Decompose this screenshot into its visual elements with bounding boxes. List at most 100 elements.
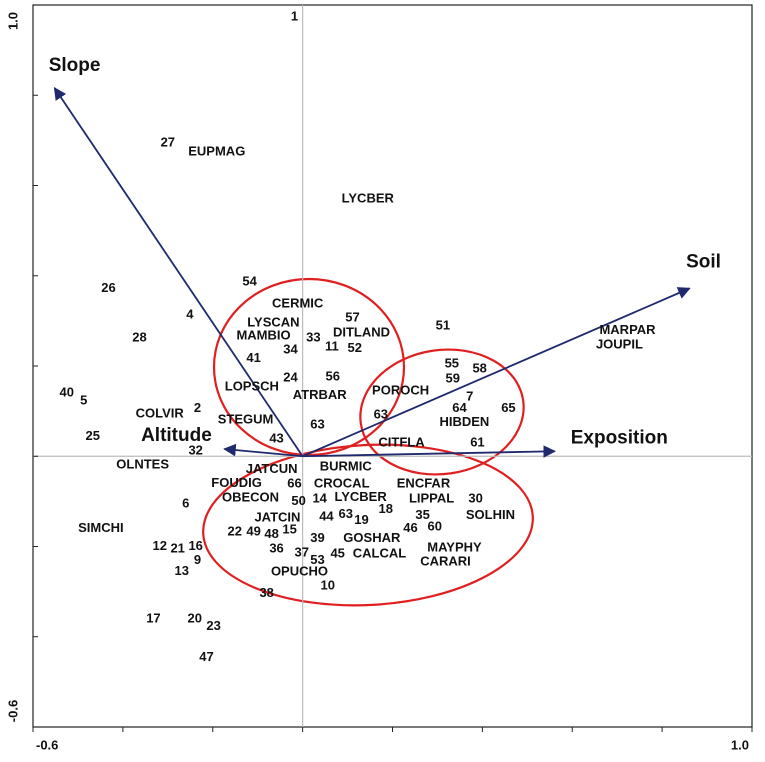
point-label: 60	[428, 519, 442, 534]
point-label: 2	[194, 400, 201, 415]
point-label: 1	[291, 9, 298, 24]
point-label: 55	[445, 356, 459, 371]
point-label: 7	[466, 389, 473, 404]
point-label: 24	[283, 370, 298, 385]
point-label: 19	[354, 512, 368, 527]
point-label: 47	[199, 649, 213, 664]
point-label: 44	[319, 509, 334, 524]
point-label: 53	[310, 552, 324, 567]
point-label: BURMIC	[320, 459, 373, 474]
point-label: 39	[310, 530, 324, 545]
point-label: 40	[59, 385, 73, 400]
point-label: 4	[186, 306, 194, 321]
point-label: 49	[246, 523, 260, 538]
point-label: LYSCAN	[247, 315, 299, 330]
point-label: OLNTES	[116, 457, 169, 472]
point-label: 13	[175, 563, 189, 578]
point-label: 21	[170, 541, 184, 556]
point-label: 5	[80, 393, 87, 408]
point-label: 43	[269, 431, 283, 446]
point-label: 12	[152, 538, 166, 553]
point-label: ENCFAR	[397, 476, 451, 491]
point-label: MAMBIO	[236, 328, 290, 343]
point-label: POROCH	[372, 383, 429, 398]
point-label: LYCBER	[334, 489, 387, 504]
point-label: 59	[445, 371, 459, 386]
point-label: 17	[146, 611, 160, 626]
y-tick-label: 1.0	[5, 12, 20, 30]
vector-arrow	[302, 445, 556, 458]
point-label: 48	[264, 526, 278, 541]
point-label: 20	[188, 611, 202, 626]
point-label: STEGUM	[218, 412, 274, 427]
group-ellipse	[212, 277, 406, 457]
point-label: 28	[132, 329, 146, 344]
point-label: FOUDIG	[211, 475, 262, 490]
vector-arrow	[223, 443, 303, 458]
point-label: 52	[348, 340, 362, 355]
point-label: 54	[242, 274, 257, 289]
point-label: EUPMAG	[188, 144, 245, 159]
point-label: DITLAND	[333, 324, 390, 339]
point-label: 63	[339, 506, 353, 521]
vector-label: Altitude	[141, 425, 212, 446]
point-label: OBECON	[222, 490, 279, 505]
point-label: 16	[188, 538, 202, 553]
point-label: 22	[228, 523, 242, 538]
vector-arrow	[53, 86, 304, 457]
point-label: HIBDEN	[439, 414, 489, 429]
x-tick-label: 1.0	[731, 737, 749, 752]
point-label: 58	[472, 361, 486, 376]
point-label: 56	[325, 369, 339, 384]
point-label: 63	[310, 417, 324, 432]
point-label: 41	[246, 350, 260, 365]
point-label: GOSHAR	[343, 530, 401, 545]
point-label: 38	[259, 585, 273, 600]
point-label: 45	[330, 546, 344, 561]
point-label: LIPPAL	[409, 491, 454, 506]
group-ellipse	[359, 348, 525, 476]
point-label: 35	[415, 507, 429, 522]
point-label: 26	[101, 280, 115, 295]
point-label: 30	[468, 491, 482, 506]
point-label: 57	[345, 310, 359, 325]
vector-arrow	[302, 287, 691, 458]
point-label: MAYPHY	[427, 540, 482, 555]
point-label: 14	[312, 491, 327, 506]
vector-label: Slope	[49, 55, 101, 76]
point-label: SIMCHI	[78, 520, 124, 535]
y-tick-label: -0.6	[5, 700, 20, 722]
point-label: LOPSCH	[225, 379, 279, 394]
point-label: 51	[436, 318, 450, 333]
point-label: OPUCHO	[271, 564, 328, 579]
point-label: 61	[470, 435, 484, 450]
point-label: 9	[194, 552, 201, 567]
point-label: 23	[206, 618, 220, 633]
point-label: 64	[452, 400, 467, 415]
point-label: JATCIN	[254, 510, 300, 525]
group-ellipses	[202, 277, 534, 607]
group-ellipse	[202, 443, 534, 607]
point-label: 63	[374, 407, 388, 422]
point-label: 34	[283, 342, 298, 357]
point-label: 66	[287, 476, 301, 491]
point-label: 6	[182, 496, 189, 511]
point-label: 37	[294, 545, 308, 560]
point-label: 15	[282, 522, 296, 537]
point-label: CERMIC	[272, 296, 324, 311]
point-label: 25	[86, 428, 100, 443]
vector-label: Soil	[686, 251, 721, 272]
point-label: CITFLA	[378, 435, 425, 450]
point-label: COLVIR	[136, 406, 185, 421]
point-label: JOUPIL	[596, 337, 643, 352]
point-label: JATCUN	[246, 461, 298, 476]
x-tick-label: -0.6	[36, 737, 58, 752]
point-label: 33	[306, 329, 320, 344]
point-label: 36	[269, 541, 283, 556]
point-label: SOLHIN	[466, 507, 515, 522]
point-label: 46	[403, 520, 417, 535]
point-label: CROCAL	[314, 476, 370, 491]
point-label: 32	[188, 443, 202, 458]
